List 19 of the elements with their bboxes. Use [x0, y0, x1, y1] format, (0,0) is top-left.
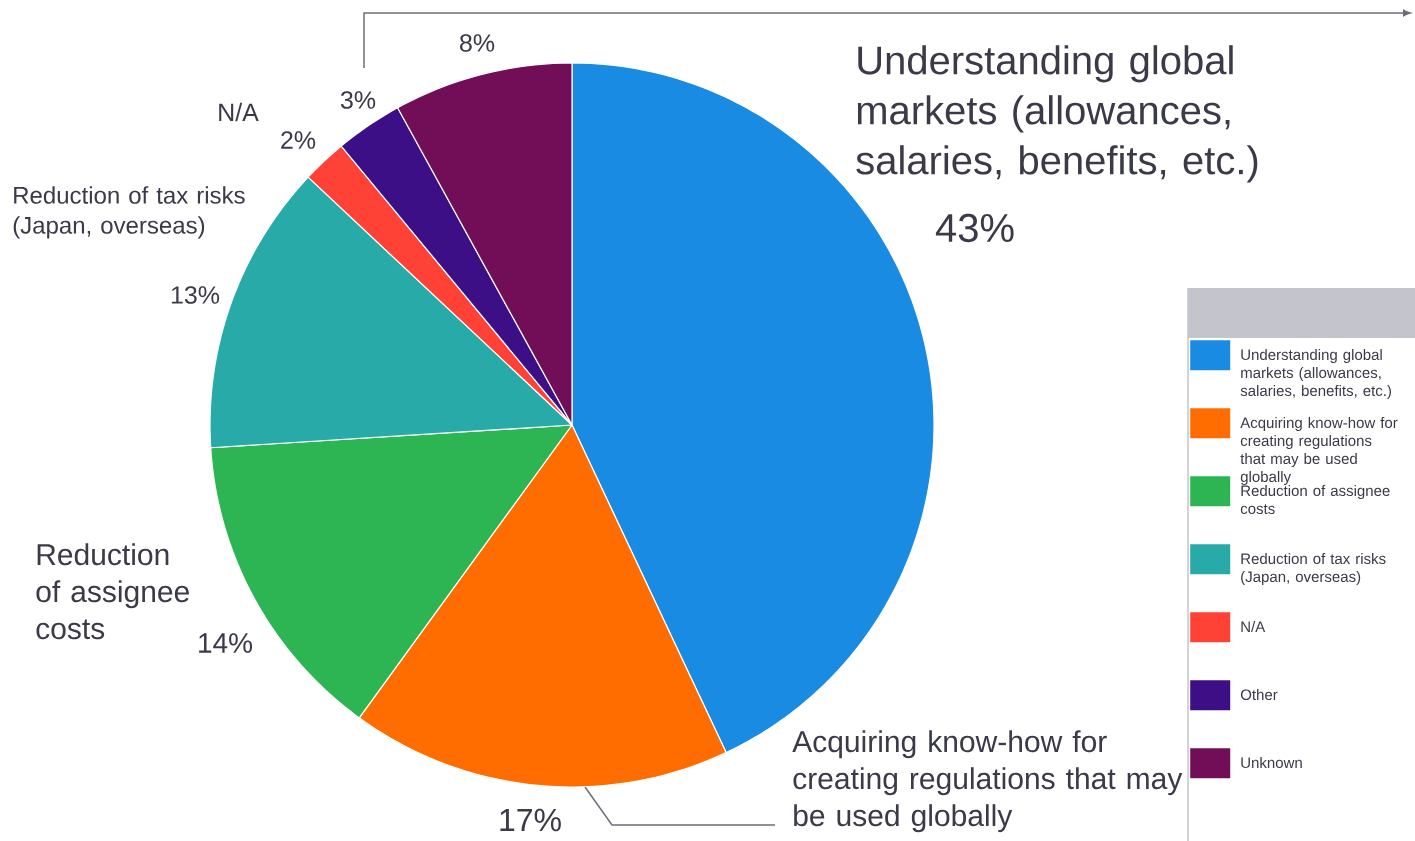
legend-label: Reduction of tax risks (Japan, overseas): [1241, 553, 1386, 585]
slice-label: Understanding global markets (allowances, salaries, benefits, etc.): [856, 45, 1258, 183]
legend-label: Acquiring know-how for creating regulations that may be used globally: [1240, 417, 1398, 485]
slice-label: Acquiring know-how for creating regulations that may be used globally: [792, 730, 1183, 833]
slice-label: Reduction of tax risks (Japan, overseas): [13, 186, 245, 239]
legend-label: Reduction of assignee costs: [1240, 485, 1390, 515]
slice-label: N/A: [219, 102, 259, 122]
legend-label: Understanding global markets (allowances, salaries, benefits, etc.): [1240, 349, 1391, 399]
data-label: 8%: [460, 34, 495, 52]
legend-label: N/A: [1241, 621, 1266, 633]
legend-label: Other: [1240, 689, 1278, 701]
data-label: 2%: [281, 131, 316, 149]
data-label: 14%: [199, 633, 253, 653]
data-label: 3%: [340, 91, 376, 109]
slice-label: Reduction of assignee costs: [36, 543, 189, 640]
data-label: 17%: [500, 808, 561, 832]
data-label: 43%: [935, 213, 1014, 243]
data-label: 13%: [171, 286, 220, 304]
legend-label: Unknown: [1241, 757, 1302, 769]
